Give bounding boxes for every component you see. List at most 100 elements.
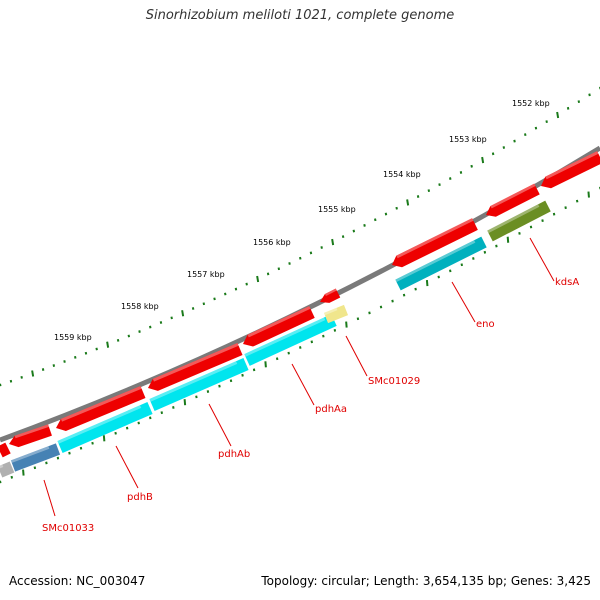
ruler-tick [234, 287, 238, 291]
ruler-tick [0, 383, 2, 387]
inner-ruler-tick [437, 275, 440, 279]
ruler-tick [416, 195, 420, 198]
inner-ruler-tick [68, 451, 71, 455]
inner-ruler-tick [45, 461, 48, 465]
inner-ruler-tick [564, 206, 567, 210]
inner-ruler-tick [241, 373, 244, 377]
cds-feature[interactable] [54, 385, 146, 434]
gene-label[interactable]: pdhAb [218, 449, 250, 460]
gene-label[interactable]: kdsA [555, 277, 579, 288]
ruler-tick [127, 334, 131, 338]
inner-ruler-tick [379, 305, 383, 309]
inner-ruler-tick [206, 390, 210, 393]
inner-ruler-tick [449, 269, 452, 273]
ruler-tick [341, 235, 345, 238]
cds-feature[interactable] [240, 306, 315, 350]
inner-ruler-tick [541, 219, 544, 223]
ruler-tick [352, 229, 356, 233]
ruler-tick [299, 256, 302, 260]
ruler-tick [74, 355, 77, 359]
gene-leader-line [115, 445, 139, 489]
ruler-tick [363, 224, 366, 227]
gene-label[interactable]: pdhB [127, 492, 153, 503]
inner-ruler-tick [299, 346, 302, 349]
gene-label[interactable]: SMc01029 [368, 376, 420, 387]
inner-ruler-tick [552, 212, 556, 216]
inner-ruler-tick [529, 225, 533, 229]
inner-ruler-tick [483, 250, 487, 254]
ruler-label: 1553 kbp [449, 135, 487, 144]
genome-summary-text: Topology: circular; Length: 3,654,135 bp… [261, 574, 591, 588]
ruler-tick [170, 316, 173, 320]
gene-leader-line [451, 281, 476, 323]
cds-feature[interactable] [7, 424, 52, 449]
ruler-tick [191, 307, 195, 310]
ruler-tick [288, 262, 291, 265]
ruler-tick [577, 100, 581, 104]
genome-title: Sinorhizobium meliloti 1021, complete ge… [145, 8, 455, 23]
gene-leader-line [345, 335, 368, 377]
gene-leader-line [208, 403, 232, 447]
ruler-tick [481, 156, 485, 164]
inner-ruler-tick [149, 416, 152, 420]
gene-label[interactable]: pdhAa [315, 404, 347, 415]
ruler-tick [513, 139, 516, 143]
inner-ruler-tick [275, 357, 279, 361]
ruler-tick [438, 183, 441, 187]
gene-label[interactable]: SMc01033 [42, 523, 94, 534]
gene-bar[interactable] [10, 443, 61, 472]
ruler-label: 1558 kbp [121, 302, 159, 311]
ruler-tick [266, 272, 270, 276]
gene-bar[interactable] [0, 461, 15, 478]
ruler-tick [41, 368, 45, 371]
ruler-label: 1555 kbp [318, 205, 356, 214]
inner-ruler-tick [0, 480, 2, 484]
cds-feature[interactable] [538, 151, 600, 192]
ruler-label: 1557 kbp [187, 270, 225, 279]
ruler-tick [374, 218, 377, 222]
inner-ruler-tick [345, 321, 348, 328]
ruler-tick [556, 111, 560, 119]
feature-track [0, 151, 600, 478]
ruler-tick [52, 364, 56, 367]
ruler-tick [524, 133, 527, 137]
ruler-tick [395, 206, 398, 210]
gene-bar[interactable] [323, 304, 349, 324]
cds-feature[interactable] [318, 288, 341, 307]
ruler-tick [9, 379, 13, 383]
ruler-tick [245, 282, 248, 286]
gene-bar[interactable] [57, 402, 153, 453]
ruler-tick [159, 321, 163, 324]
ruler-tick [331, 238, 335, 246]
gene-bar[interactable] [244, 314, 337, 366]
inner-ruler-tick [402, 293, 406, 297]
ruler-tick [534, 126, 538, 130]
inner-ruler-tick [252, 368, 256, 372]
gene-bar[interactable] [487, 200, 551, 242]
inner-ruler-tick [287, 351, 290, 355]
ruler-ticks [0, 86, 600, 387]
inner-ruler-tick [183, 399, 187, 406]
inner-ruler-tick [414, 287, 417, 291]
ruler-tick [320, 246, 323, 249]
inner-ruler-tick [575, 199, 579, 203]
gene-bar[interactable] [395, 236, 487, 291]
inner-ruler-tick [56, 456, 60, 460]
ruler-tick [502, 146, 506, 149]
inner-ruler-tick [33, 466, 37, 470]
inner-ruler-tick [368, 311, 371, 315]
inner-ruler-tick [160, 411, 164, 415]
inner-ruler-tick [425, 279, 429, 287]
ruler-tick [277, 267, 281, 271]
inner-ruler-tick [472, 257, 475, 260]
inner-ruler-tick [79, 446, 83, 450]
cds-feature[interactable] [145, 343, 243, 394]
inner-ruler-ticks [0, 186, 600, 484]
gene-label[interactable]: eno [476, 319, 495, 330]
gene-bar[interactable] [149, 358, 249, 411]
cds-feature[interactable] [0, 442, 11, 458]
cds-feature[interactable] [389, 218, 478, 271]
cds-feature[interactable] [483, 183, 540, 221]
